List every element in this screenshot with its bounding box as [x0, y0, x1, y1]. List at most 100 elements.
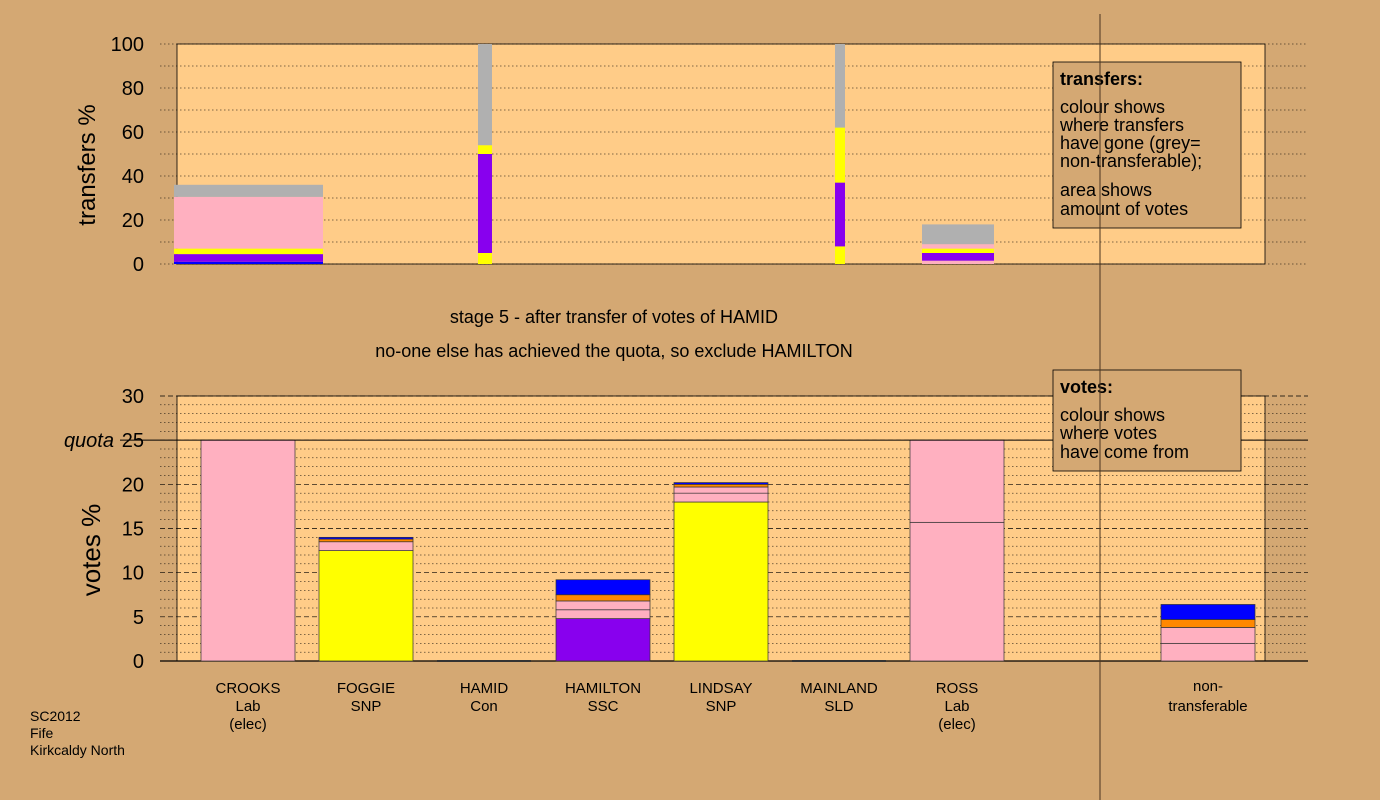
votes-legend-line-3: have come from [1060, 442, 1189, 462]
stage-text-line-1: stage 5 - after transfer of votes of HAM… [450, 307, 778, 327]
votes-y-tick-label: 15 [122, 519, 144, 541]
transfer-segment-crooks [174, 248, 323, 255]
candidate-label-foggie: FOGGIE [337, 680, 395, 697]
candidate-label-ross: Lab [944, 698, 969, 715]
transfers-legend: transfers: colour shows where transfers … [1052, 61, 1242, 229]
vote-segment-lindsay [673, 501, 769, 662]
votes-y-tick-label: 25 [122, 430, 144, 452]
vote-segment-hamilton [555, 579, 651, 596]
candidate-label-mainland: MAINLAND [800, 680, 878, 697]
vote-segment-hamilton [555, 618, 651, 662]
vote-segment-lindsay [673, 486, 769, 494]
votes-y-ticks: 0 5 10 15 20 25 30 [122, 386, 144, 673]
transfers-legend-line-3: have gone (grey= [1060, 133, 1201, 153]
transfers-y-ticks: 0 20 40 60 80 100 [111, 34, 144, 276]
transfer-segment-ross [922, 260, 994, 264]
transfers-y-axis-label: transfers % [74, 104, 101, 225]
vote-segment-foggie [318, 550, 414, 662]
transfer-segment-lindsay [835, 246, 845, 264]
votes-y-tick-label: 30 [122, 386, 144, 408]
vote-segment-non-transferable [1160, 627, 1256, 644]
transfers-legend-title: transfers: [1060, 69, 1143, 89]
vote-segment-crooks [200, 439, 296, 662]
transfers-y-tick-label: 40 [122, 166, 144, 188]
vote-segment-hamilton [555, 609, 651, 619]
vote-segment-non-transferable [1160, 604, 1256, 620]
vote-segment-ross [909, 521, 1005, 662]
candidate-label-hamid: HAMID [460, 680, 509, 697]
transfer-segment-ross [922, 244, 994, 249]
candidate-label-lindsay: SNP [706, 698, 737, 715]
transfer-segment-hamid [478, 154, 492, 253]
vote-segment-lindsay [673, 492, 769, 503]
transfer-segment-hamid [478, 253, 492, 264]
candidate-label-crooks: Lab [235, 698, 260, 715]
vote-segment-ross [909, 439, 1005, 523]
transfer-segment-lindsay [835, 44, 845, 128]
footer-election: SC2012 [30, 708, 81, 724]
transfers-legend-line-1: colour shows [1060, 97, 1165, 117]
candidate-labels: CROOKSLab(elec)FOGGIESNPHAMIDConHAMILTON… [215, 678, 1247, 733]
votes-y-tick-label: 10 [122, 563, 144, 585]
transfer-segment-lindsay [835, 127, 845, 183]
votes-y-tick-label: 0 [133, 651, 144, 673]
vote-segment-foggie [318, 541, 414, 551]
footer-ward: Kirkcaldy North [30, 742, 125, 758]
footer-council: Fife [30, 725, 54, 741]
votes-legend-title: votes: [1060, 377, 1113, 397]
transfers-legend-line-2: where transfers [1059, 115, 1184, 135]
votes-y-tick-label: 20 [122, 474, 144, 496]
vote-segment-hamilton [555, 594, 651, 602]
non-transferable-label: non- [1193, 678, 1223, 695]
transfers-y-tick-label: 60 [122, 122, 144, 144]
vote-segment-lindsay [673, 482, 769, 485]
candidate-label-ross: (elec) [938, 716, 976, 733]
votes-legend-line-2: where votes [1059, 423, 1157, 443]
transfers-y-tick-label: 100 [111, 34, 144, 56]
transfer-segment-crooks [174, 254, 323, 262]
candidate-label-lindsay: LINDSAY [689, 680, 752, 697]
candidate-label-crooks: (elec) [229, 716, 267, 733]
transfer-segment-lindsay [835, 182, 845, 247]
votes-y-axis-label: votes % [76, 504, 106, 597]
vote-segment-foggie [318, 536, 414, 540]
vote-segment-non-transferable [1160, 642, 1256, 662]
non-transferable-label: transferable [1168, 698, 1247, 715]
vote-segment-hamilton [555, 600, 651, 611]
transfers-y-tick-label: 80 [122, 78, 144, 100]
candidate-label-mainland: SLD [824, 698, 853, 715]
transfers-y-tick-label: 20 [122, 210, 144, 232]
candidate-label-hamilton: HAMILTON [565, 680, 641, 697]
transfer-segment-ross [922, 253, 994, 261]
transfers-legend-line-4: non-transferable); [1060, 151, 1202, 171]
candidate-label-ross: ROSS [936, 680, 979, 697]
vote-segment-lindsay [673, 483, 769, 488]
stage-text-line-2: no-one else has achieved the quota, so e… [375, 341, 853, 361]
transfer-segment-crooks [174, 261, 323, 264]
votes-legend-line-1: colour shows [1060, 405, 1165, 425]
transfers-bars [174, 44, 994, 264]
transfers-y-tick-label: 0 [133, 254, 144, 276]
votes-legend: votes: colour shows where votes have com… [1052, 369, 1242, 472]
candidate-label-crooks: CROOKS [215, 680, 280, 697]
transfers-legend-box [1052, 61, 1242, 229]
transfers-legend-line-5: area shows [1060, 180, 1152, 200]
transfers-panel: 0 20 40 60 80 100 transfers % transfers: colo… [74, 34, 1308, 276]
transfer-segment-hamid [478, 145, 492, 154]
vote-segment-foggie [318, 538, 414, 543]
quota-label: quota [64, 430, 114, 452]
candidate-label-hamid: Con [470, 698, 498, 715]
transfer-segment-ross [922, 224, 994, 245]
candidate-label-hamilton: SSC [588, 698, 619, 715]
transfer-segment-crooks [174, 196, 323, 249]
votes-legend-box [1052, 369, 1242, 472]
candidate-label-foggie: SNP [351, 698, 382, 715]
transfer-segment-crooks [174, 184, 323, 197]
transfer-segment-hamid [478, 44, 492, 146]
votes-y-tick-label: 5 [133, 607, 144, 629]
transfer-segment-ross [922, 248, 994, 253]
votes-bars [200, 439, 1256, 662]
vote-segment-non-transferable [1160, 619, 1256, 628]
